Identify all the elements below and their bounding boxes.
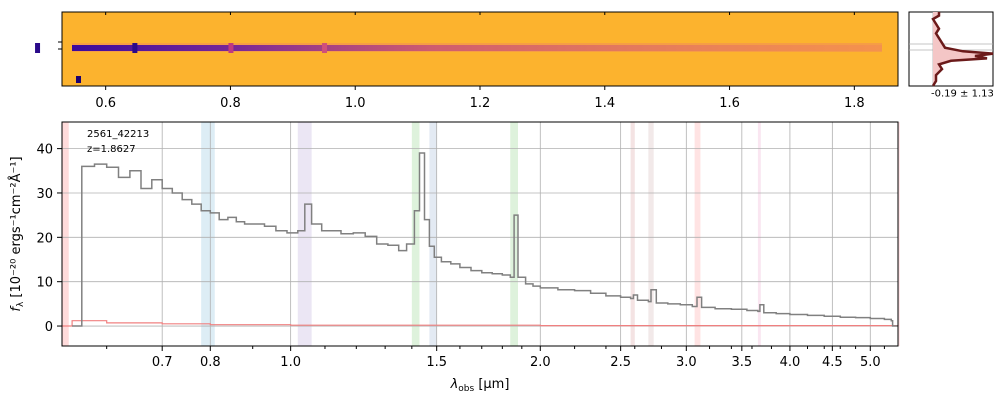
trace-knot [322, 43, 328, 53]
spectrum-2d-panel: 0.6 0.8 1.0 1.2 1.4 1.6 1.8 [35, 11, 899, 111]
ytick-label: 0 [45, 320, 53, 335]
xtick-label: 0.6 [95, 96, 116, 111]
ytick-label: 10 [36, 276, 53, 291]
trace-knot [132, 43, 138, 53]
x-axis-label: λobs [μm] [450, 377, 510, 394]
object-id-label: 2561_42213 [87, 129, 149, 140]
spectrum-2d-xaxis: 0.6 0.8 1.0 1.2 1.4 1.6 1.8 [58, 12, 865, 111]
redshift-label: z=1.8627 [87, 144, 136, 155]
xtick-label: 3.0 [676, 355, 697, 370]
spatial-profile-panel: -0.19 ± 1.13 [908, 11, 994, 99]
y-axis: 0 10 20 30 40 [36, 143, 62, 335]
spatial-profile-line [931, 12, 994, 87]
xtick-label: 1.4 [594, 96, 615, 111]
xtick-label: 1.8 [844, 96, 865, 111]
spectrum-2d-trace [35, 43, 882, 83]
ytick-label: 30 [36, 187, 53, 202]
xtick-label: 4.5 [822, 355, 843, 370]
emission-band [62, 122, 69, 346]
xtick-label: 0.8 [200, 355, 221, 370]
x-axis: 0.7 0.8 1.0 1.5 2.0 2.5 3.0 3.5 4.0 4.5 5.0 [106, 346, 885, 370]
spectrum-line [72, 152, 898, 327]
y-axis-label-unit: [10⁻²⁰ ergs⁻¹cm⁻²Å⁻¹] [8, 156, 24, 297]
xtick-label: 1.2 [470, 96, 491, 111]
trace-knot [228, 43, 234, 53]
x-axis-label-unit: [μm] [478, 377, 509, 392]
emission-band [694, 122, 701, 346]
spectrum-1d-panel: 0.7 0.8 1.0 1.5 2.0 2.5 3.0 3.5 4.0 4.5 5.0 0 10 20 3… [8, 121, 900, 394]
profile-annotation: -0.19 ± 1.13 [931, 88, 994, 99]
xtick-label: 4.0 [780, 355, 801, 370]
trace-knot [35, 43, 41, 53]
trace-core [72, 45, 882, 51]
plot-background [62, 122, 898, 346]
ytick-label: 40 [36, 143, 53, 158]
plot-frame [61, 121, 899, 347]
xtick-label: 2.0 [530, 355, 551, 370]
emission-band [429, 122, 437, 346]
xtick-label: 2.5 [610, 355, 631, 370]
xtick-label: 1.0 [280, 355, 301, 370]
xtick-label: 3.5 [731, 355, 752, 370]
ytick-label: 20 [36, 231, 53, 246]
y-axis-label: fλ [10⁻²⁰ ergs⁻¹cm⁻²Å⁻¹] [8, 156, 26, 311]
xtick-label: 1.5 [426, 355, 447, 370]
y-axis-label-sub: λ [16, 301, 26, 307]
xtick-label: 0.7 [152, 355, 173, 370]
x-axis-label-sub: obs [458, 384, 474, 394]
emission-band [411, 122, 420, 346]
xtick-label: 5.0 [860, 355, 881, 370]
xtick-label: 1.0 [345, 96, 366, 111]
emission-band [201, 122, 215, 346]
emission-band [757, 122, 761, 346]
xtick-label: 1.6 [719, 96, 740, 111]
bad-pixel [76, 76, 81, 83]
xtick-label: 0.8 [220, 96, 241, 111]
emission-band [898, 122, 900, 346]
error-spectrum-line [62, 320, 899, 327]
emission-band [297, 122, 312, 346]
emission-band [648, 122, 654, 346]
x-axis-label-main: λ [450, 377, 459, 392]
emission-band [630, 122, 635, 346]
y-axis-label-main: f [9, 305, 24, 312]
